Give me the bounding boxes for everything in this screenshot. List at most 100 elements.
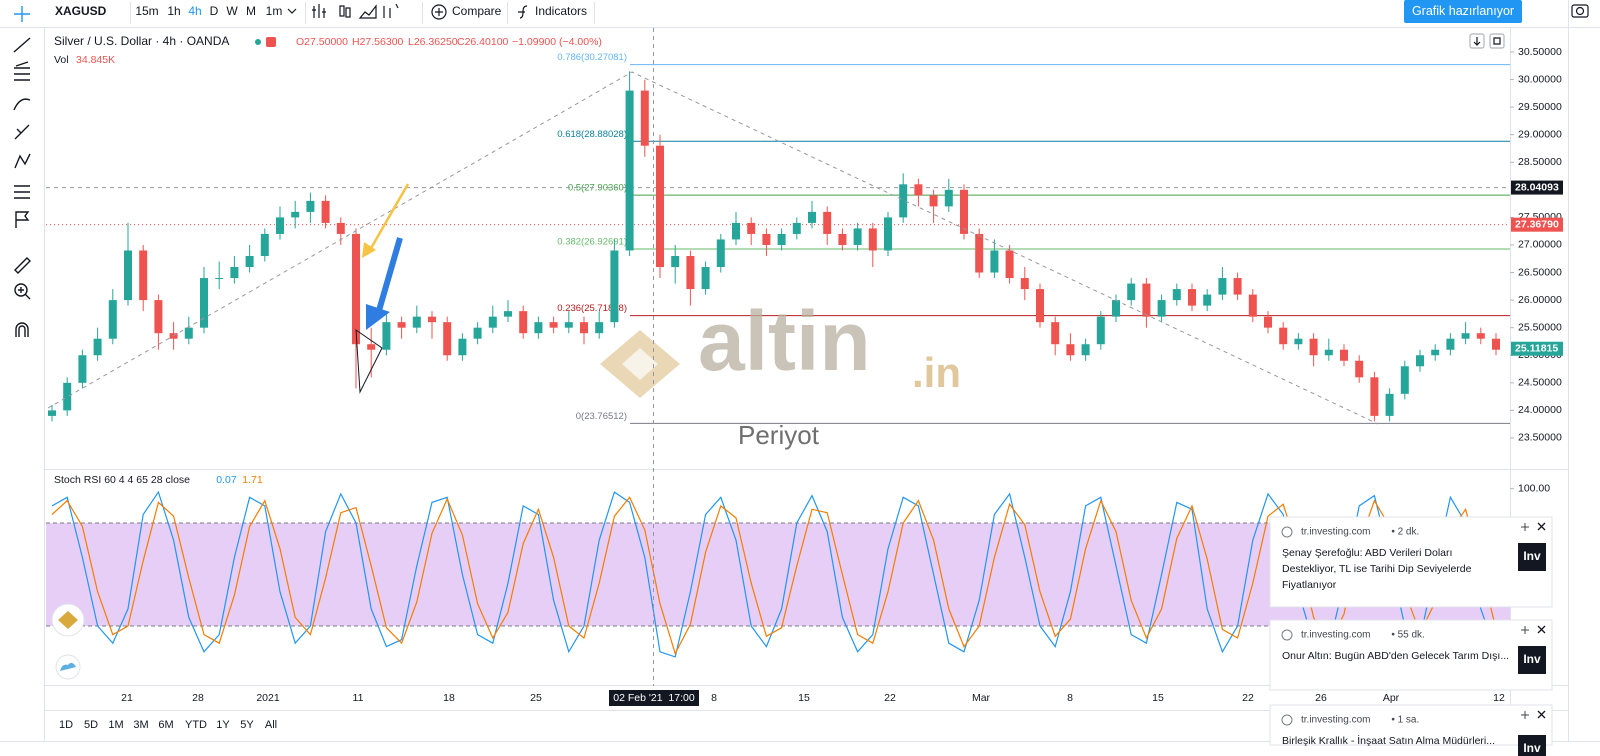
source-logo-text: Inv bbox=[1523, 741, 1541, 755]
publish-button[interactable] bbox=[1404, 0, 1522, 23]
watermark-brand: altin bbox=[698, 294, 871, 388]
candle-body bbox=[853, 228, 862, 245]
ohlc-legend: −1.09900 (−4.00%) bbox=[512, 36, 602, 48]
interval-button[interactable]: W bbox=[226, 4, 238, 18]
pen-tool[interactable] bbox=[14, 124, 30, 140]
indicators-button[interactable]: Indicators bbox=[535, 4, 587, 18]
settings-icon[interactable] bbox=[1521, 523, 1529, 531]
range-button[interactable]: All bbox=[265, 719, 277, 731]
pattern-tool[interactable] bbox=[14, 153, 31, 169]
watermark bbox=[600, 330, 680, 398]
close-icon[interactable] bbox=[1537, 710, 1546, 719]
magnet-tool[interactable] bbox=[15, 322, 29, 337]
candle-body bbox=[534, 322, 543, 334]
candle-body bbox=[716, 239, 725, 268]
drawings bbox=[47, 28, 1379, 686]
notification-text: Destekliyor, TL ise Tarihi Dip Seviyeler… bbox=[1282, 563, 1472, 575]
candle-body bbox=[686, 255, 695, 290]
notification-source: tr.investing.com bbox=[1301, 715, 1370, 726]
compare-button[interactable]: Compare bbox=[452, 4, 502, 18]
range-button[interactable]: 6M bbox=[158, 719, 173, 731]
channel-tool[interactable] bbox=[14, 61, 30, 81]
price-tick-label: 30.00000 bbox=[1518, 73, 1562, 85]
candle-body bbox=[610, 250, 619, 323]
price-badge-label: 25.11815 bbox=[1515, 343, 1558, 355]
bars-button[interactable] bbox=[339, 5, 345, 17]
candle-body bbox=[823, 211, 832, 234]
time-label: Apr bbox=[1383, 692, 1400, 704]
interval-button[interactable]: 4h bbox=[188, 4, 201, 18]
time-label: 8 bbox=[711, 692, 717, 704]
time-label: 8 bbox=[1067, 692, 1073, 704]
price-badge-label: 28.04093 bbox=[1515, 181, 1559, 193]
candle-body bbox=[1066, 344, 1075, 356]
candle-body bbox=[671, 255, 680, 268]
brush-tool[interactable] bbox=[13, 98, 31, 111]
source-logo bbox=[1518, 543, 1546, 571]
zoom-tool[interactable] bbox=[14, 283, 28, 297]
interval-button[interactable]: 1h bbox=[167, 4, 180, 18]
notification-card[interactable] bbox=[1269, 619, 1553, 691]
area-button[interactable] bbox=[358, 4, 377, 19]
candle-body bbox=[1400, 366, 1409, 394]
close-icon[interactable] bbox=[1537, 522, 1546, 531]
candle-body bbox=[808, 211, 816, 223]
replay-button[interactable] bbox=[383, 3, 399, 18]
range-button[interactable]: 1M bbox=[108, 719, 123, 731]
candles-button[interactable] bbox=[312, 4, 326, 18]
settings-icon[interactable] bbox=[1521, 626, 1529, 634]
candle-body bbox=[1051, 322, 1060, 345]
notification-card[interactable] bbox=[1269, 516, 1553, 608]
compare-icon[interactable] bbox=[431, 4, 447, 20]
interval-button[interactable]: 1m bbox=[266, 4, 283, 18]
status-dot bbox=[255, 39, 261, 45]
crosshair-label: 02 Feb '21 17:00 bbox=[613, 692, 695, 704]
time-label: 25 bbox=[530, 692, 542, 704]
ohlc-legend: L26.36250 bbox=[408, 36, 458, 48]
range-button[interactable]: YTD bbox=[185, 719, 207, 731]
candle-body bbox=[960, 189, 968, 234]
fullscreen-button[interactable] bbox=[1489, 33, 1505, 49]
candle-body bbox=[1248, 294, 1257, 317]
source-icon bbox=[1281, 714, 1293, 726]
range-button[interactable]: 5Y bbox=[240, 719, 254, 731]
close-icon[interactable] bbox=[1537, 625, 1546, 634]
camera-button[interactable] bbox=[1571, 4, 1589, 18]
publish-label[interactable]: Grafik hazırlanıyor bbox=[1412, 4, 1514, 18]
flag-tool[interactable] bbox=[15, 211, 30, 228]
ruler-tool[interactable] bbox=[14, 257, 31, 274]
time-label: 12 bbox=[1493, 692, 1505, 704]
candle-body bbox=[777, 233, 786, 245]
zoom-tool-icon bbox=[18, 287, 31, 300]
range-button[interactable]: 1Y bbox=[216, 719, 230, 731]
interval-button[interactable]: 15m bbox=[135, 4, 158, 18]
scroll-down-icon bbox=[1473, 37, 1481, 46]
price-tick-label: 26.00000 bbox=[1518, 294, 1562, 306]
range-button[interactable]: 1D bbox=[59, 719, 73, 731]
crosshair-tool[interactable] bbox=[14, 6, 30, 22]
settings-icon[interactable] bbox=[1521, 711, 1529, 719]
range-button[interactable]: 3M bbox=[133, 719, 148, 731]
notification-card[interactable] bbox=[1269, 704, 1553, 746]
scroll-down-button[interactable] bbox=[1469, 33, 1485, 49]
candle-body bbox=[1096, 316, 1105, 345]
camera-lens bbox=[1575, 6, 1585, 16]
candle-body bbox=[884, 217, 892, 251]
stoch-title: Stoch RSI 60 4 4 65 28 close bbox=[54, 474, 190, 486]
cloud-icon-mark bbox=[60, 662, 76, 671]
indicators-icon[interactable] bbox=[518, 5, 528, 19]
interval-dropdown[interactable] bbox=[287, 8, 297, 14]
drawing-toolbar bbox=[13, 6, 31, 337]
candle-body bbox=[443, 322, 452, 356]
interval-button[interactable]: M bbox=[246, 4, 256, 18]
candle-body bbox=[1340, 349, 1348, 361]
fib-tool[interactable] bbox=[14, 185, 30, 199]
range-button[interactable]: 5D bbox=[84, 719, 98, 731]
symbol[interactable]: XAGUSD bbox=[55, 4, 107, 18]
line-tool[interactable] bbox=[13, 37, 31, 53]
notification-text: Onur Altın: Bugün ABD'den Gelecek Tarım … bbox=[1282, 650, 1509, 662]
price-tick-label: 27.00000 bbox=[1518, 239, 1562, 251]
trend-lines bbox=[47, 71, 1379, 425]
time-label: 15 bbox=[1152, 692, 1164, 704]
interval-button[interactable]: D bbox=[210, 4, 219, 18]
